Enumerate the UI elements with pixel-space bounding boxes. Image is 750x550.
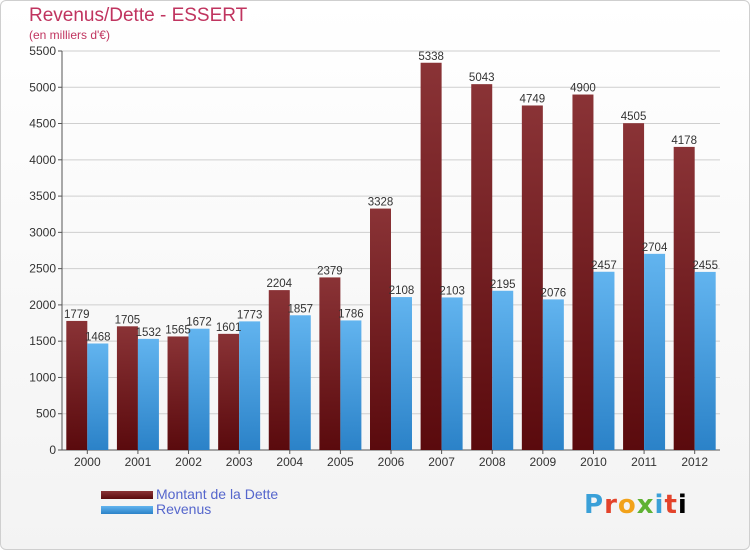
revenue-value-label: 2103 xyxy=(439,285,465,297)
y-tick-label: 1500 xyxy=(29,334,56,348)
debt-value-label: 4900 xyxy=(570,83,596,95)
legend-swatch-revenue xyxy=(101,506,153,514)
x-tick-label: 2010 xyxy=(580,455,607,469)
x-tick-label: 2007 xyxy=(428,455,455,469)
revenue-value-label: 2455 xyxy=(692,260,718,272)
revenue-bar xyxy=(441,297,463,450)
x-tick-label: 2001 xyxy=(125,455,152,469)
debt-value-label: 3328 xyxy=(368,197,394,209)
revenue-bar xyxy=(289,315,311,450)
x-tick-label: 2012 xyxy=(681,455,708,469)
debt-value-label: 2379 xyxy=(317,265,343,277)
debt-bar xyxy=(116,326,138,450)
y-tick-label: 3500 xyxy=(29,189,56,203)
chart-subtitle: (en milliers d'€) xyxy=(29,28,110,42)
revenue-bar xyxy=(340,320,362,450)
revenue-bar xyxy=(137,338,159,450)
x-tick-label: 2009 xyxy=(529,455,556,469)
revenue-bar xyxy=(87,343,109,450)
x-tick-label: 2006 xyxy=(378,455,405,469)
y-tick-label: 3000 xyxy=(29,225,56,239)
x-tick-label: 2004 xyxy=(276,455,303,469)
debt-bar xyxy=(673,146,695,450)
revenue-bar xyxy=(239,321,261,450)
y-tick-label: 5000 xyxy=(29,80,56,94)
x-tick-label: 2005 xyxy=(327,455,354,469)
x-tick-label: 2011 xyxy=(631,455,657,469)
revenue-value-label: 2704 xyxy=(642,242,668,254)
debt-value-label: 1705 xyxy=(115,314,141,326)
debt-value-label: 1565 xyxy=(165,324,191,336)
revenue-bar xyxy=(391,297,412,450)
revenue-value-label: 1672 xyxy=(186,317,212,329)
revenue-bar xyxy=(492,290,514,450)
debt-bar xyxy=(218,333,240,450)
legend-swatch-debt xyxy=(101,491,153,499)
x-tick-label: 2000 xyxy=(74,455,101,469)
y-tick-label: 4000 xyxy=(29,153,56,167)
x-axis-ticks: 2000 2001 2002 2003 2004 2005 2006 2007 2008 2009… xyxy=(74,450,708,469)
x-tick-label: 2008 xyxy=(479,455,506,469)
legend-label-debt: Montant de la Dette xyxy=(156,486,279,502)
x-tick-label: 2003 xyxy=(226,455,253,469)
y-tick-label: 2000 xyxy=(29,298,56,312)
debt-value-label: 5338 xyxy=(418,51,444,63)
debt-value-label: 5043 xyxy=(469,72,495,84)
revenue-value-label: 1532 xyxy=(136,327,162,339)
debt-value-label: 1779 xyxy=(64,309,90,321)
revenue-bar xyxy=(542,299,564,450)
revenue-value-label: 1468 xyxy=(85,332,111,344)
debt-bar xyxy=(370,208,391,450)
revenue-value-label: 2076 xyxy=(541,287,567,299)
y-tick-label: 500 xyxy=(36,407,56,421)
x-tick-label: 2002 xyxy=(175,455,202,469)
bars xyxy=(66,62,716,451)
y-tick-label: 2500 xyxy=(29,262,56,276)
debt-value-label: 4505 xyxy=(621,111,647,123)
revenue-bar xyxy=(188,328,210,450)
debt-value-label: 4178 xyxy=(671,135,697,147)
revenue-value-label: 2457 xyxy=(591,260,617,272)
debt-bar xyxy=(167,336,189,450)
y-axis-ticks: 0 500 1000 1500 2000 2500 3000 3500 4000 4500 5000… xyxy=(29,44,62,457)
revenue-value-label: 1786 xyxy=(338,308,364,320)
y-tick-label: 5500 xyxy=(29,44,56,58)
debt-bar xyxy=(268,290,290,450)
debt-bar xyxy=(572,94,594,450)
revenue-bar xyxy=(694,271,716,450)
revenue-bar xyxy=(644,253,666,450)
debt-bar xyxy=(521,105,543,451)
debt-bar xyxy=(66,320,88,450)
debt-value-label: 1601 xyxy=(216,322,242,334)
legend-label-revenue: Revenus xyxy=(156,501,212,517)
y-tick-label: 4500 xyxy=(29,117,56,131)
debt-bar xyxy=(623,123,645,450)
chart-title: Revenus/Dette - ESSERT xyxy=(29,5,248,26)
revenue-value-label: 2108 xyxy=(389,285,415,297)
debt-bar xyxy=(471,84,493,451)
revenue-value-label: 2195 xyxy=(490,279,516,291)
debt-value-label: 2204 xyxy=(266,278,292,290)
debt-bar xyxy=(319,277,341,450)
y-tick-label: 0 xyxy=(49,443,56,457)
revenue-bar xyxy=(593,271,615,450)
revenue-value-label: 1773 xyxy=(237,309,263,321)
y-tick-label: 1000 xyxy=(29,370,56,384)
revenue-value-label: 1857 xyxy=(287,303,313,315)
debt-bar xyxy=(420,62,442,450)
debt-value-label: 4749 xyxy=(520,93,546,105)
proxiti-logo: Proxiti xyxy=(584,490,688,520)
